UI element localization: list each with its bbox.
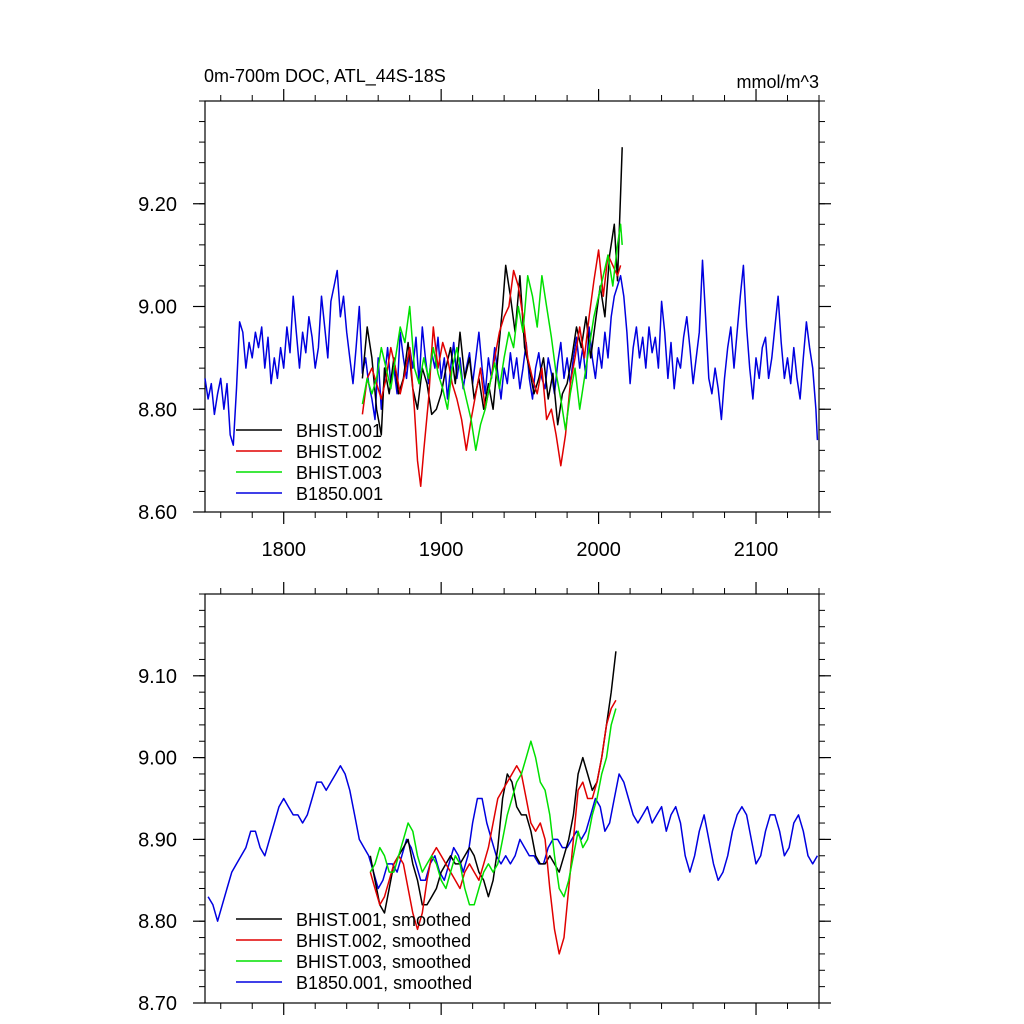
y-tick-label: 8.90 bbox=[138, 829, 177, 851]
x-tick-label: 1900 bbox=[419, 539, 464, 561]
legend-label: BHIST.002 bbox=[296, 442, 382, 462]
series-line-1 bbox=[369, 699, 617, 955]
y-tick-label: 9.00 bbox=[138, 748, 177, 770]
y-tick-label: 8.60 bbox=[138, 502, 177, 524]
x-tick-label: 2100 bbox=[734, 539, 779, 561]
y-tick-label: 8.80 bbox=[138, 911, 177, 933]
series-line-1 bbox=[361, 249, 622, 488]
plot-frame bbox=[204, 593, 820, 1004]
legend-label: BHIST.003 bbox=[296, 463, 382, 483]
y-tick-label: 8.80 bbox=[138, 399, 177, 421]
chart-title: 0m-700m DOC, ATL_44S-18S bbox=[204, 66, 446, 87]
legend-label: BHIST.001 bbox=[296, 421, 382, 441]
top-panel: 8.60 8.80 9.00 9.20 1800 1900 2000 2100 BHIST.00… bbox=[138, 89, 831, 561]
series-line-0 bbox=[369, 651, 617, 914]
series-line-3 bbox=[204, 259, 819, 446]
legend-label: B1850.001, smoothed bbox=[296, 973, 472, 993]
series-line-2 bbox=[361, 223, 623, 452]
y-tick-label: 9.00 bbox=[138, 297, 177, 319]
x-tick-label: 2000 bbox=[576, 539, 621, 561]
y-tick-label: 9.10 bbox=[138, 666, 177, 688]
legend-label: B1850.001 bbox=[296, 484, 383, 504]
series-line-3 bbox=[207, 765, 819, 922]
legend-label: BHIST.003, smoothed bbox=[296, 952, 471, 972]
series-line-2 bbox=[369, 708, 617, 906]
y-tick-label: 8.70 bbox=[138, 993, 177, 1015]
units-label: mmol/m^3 bbox=[737, 72, 819, 92]
legend-label: BHIST.001, smoothed bbox=[296, 910, 471, 930]
series-line-0 bbox=[361, 147, 623, 436]
x-tick-label: 1800 bbox=[261, 539, 306, 561]
y-tick-label: 9.20 bbox=[138, 194, 177, 216]
legend-label: BHIST.002, smoothed bbox=[296, 931, 471, 951]
